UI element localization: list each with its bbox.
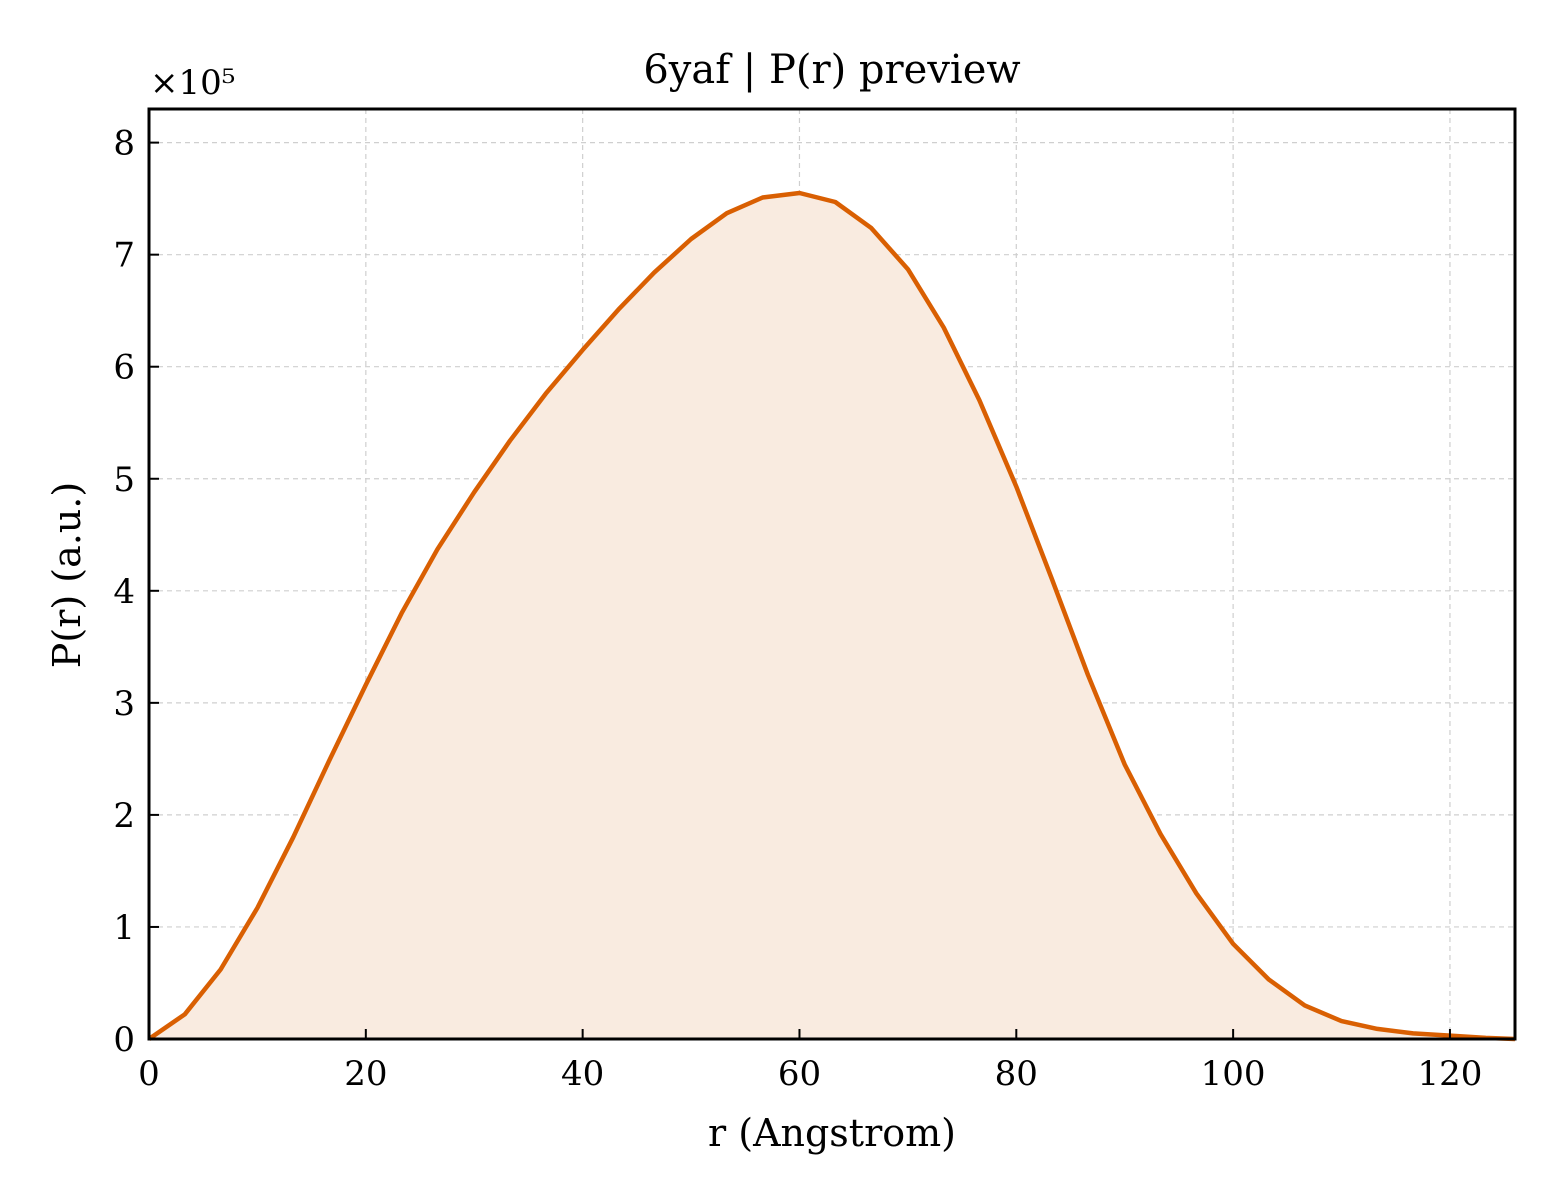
- y-tick-label: 1: [113, 908, 135, 948]
- y-scale-label: ×10⁵: [150, 63, 235, 103]
- x-tick-label: 20: [344, 1054, 387, 1094]
- pr-area-fill: [149, 193, 1515, 1039]
- y-tick-label: 5: [113, 460, 135, 500]
- x-tick-label: 60: [778, 1054, 821, 1094]
- x-tick-label: 120: [1417, 1054, 1482, 1094]
- tick-label-layer: 0 20 40 60 80 100 120 0 1 2 3 4 5 6 7 8: [113, 124, 1482, 1094]
- y-tick-label: 7: [113, 236, 135, 276]
- plot-frame: [147, 107, 1517, 1041]
- y-tick-label: 4: [113, 572, 135, 612]
- y-axis-label: P(r) (a.u.): [45, 482, 89, 668]
- tick-layer: [148, 141, 1451, 1040]
- area-layer: [149, 193, 1515, 1039]
- y-tick-label: 2: [113, 796, 135, 836]
- x-axis-label: r (Angstrom): [708, 1111, 956, 1155]
- x-tick-label: 0: [138, 1054, 160, 1094]
- pr-line: [147, 190, 1516, 1042]
- x-tick-label: 80: [995, 1054, 1038, 1094]
- line-layer: [147, 190, 1516, 1042]
- y-tick-label: 3: [113, 684, 135, 724]
- x-tick-label: 40: [561, 1054, 604, 1094]
- chart-title: 6yaf | P(r) preview: [643, 47, 1020, 93]
- y-tick-label: 6: [113, 348, 135, 388]
- y-tick-label: 8: [113, 124, 135, 164]
- x-tick-label: 100: [1201, 1054, 1266, 1094]
- y-tick-label: 0: [113, 1020, 135, 1060]
